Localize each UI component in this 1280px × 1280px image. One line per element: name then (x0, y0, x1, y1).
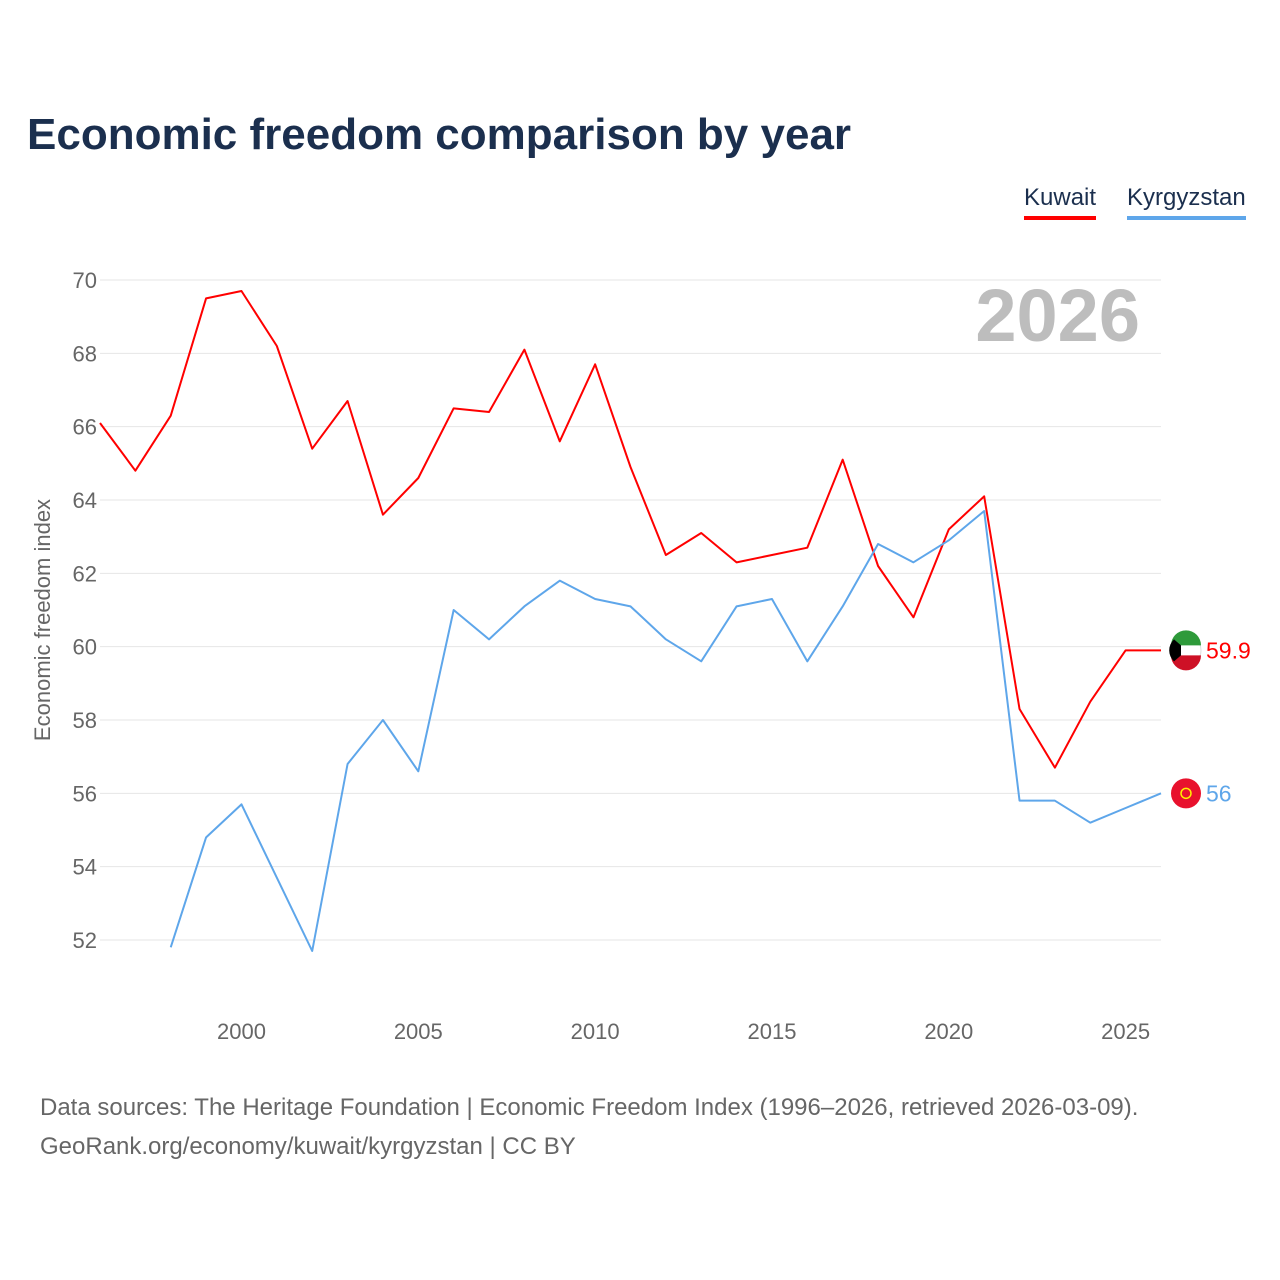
y-tick-label: 66 (73, 415, 97, 440)
series-line-kyrgyzstan (169, 510, 1162, 952)
y-tick-label: 58 (73, 708, 97, 733)
source-text: Data sources: The Heritage Foundation | … (40, 1094, 1139, 1121)
x-tick-label: 2005 (394, 1019, 443, 1044)
y-tick-label: 54 (73, 855, 97, 880)
x-tick-label: 2025 (1101, 1019, 1150, 1044)
x-tick-label: 2000 (217, 1019, 266, 1044)
y-tick-label: 62 (73, 561, 97, 586)
chart-title: Economic freedom comparison by year (27, 110, 852, 159)
x-tick-label: 2020 (924, 1019, 973, 1044)
legend-kuwait[interactable]: Kuwait (1024, 184, 1097, 220)
year-watermark: 2026 (975, 274, 1140, 357)
kyrgyzstan-flag-icon (1171, 778, 1201, 809)
y-axis-label: Economic freedom index (30, 499, 55, 741)
y-tick-label: 60 (73, 635, 97, 660)
y-tick-label: 70 (73, 268, 97, 293)
x-tick-label: 2015 (747, 1019, 796, 1044)
x-tick-label: 2010 (571, 1019, 620, 1044)
series-line-kuwait (99, 290, 1161, 769)
kuwait-flag-red (1171, 655, 1201, 671)
end-label-kyrgyzstan: 56 (1206, 780, 1232, 806)
y-tick-label: 68 (73, 341, 97, 366)
kyrgyzstan-flag-sun (1180, 787, 1192, 800)
footer: Data sources: The Heritage Foundation | … (40, 1088, 1138, 1166)
y-tick-label: 64 (73, 488, 97, 513)
source-link[interactable]: GeoRank.org/economy/kuwait/kyrgyzstan | … (40, 1133, 576, 1160)
kuwait-flag-green (1171, 630, 1201, 646)
legend-kyrgyzstan[interactable]: Kyrgyzstan (1127, 184, 1246, 220)
end-label-kuwait: 59.9 (1206, 637, 1251, 663)
y-tick-label: 52 (73, 928, 97, 953)
y-tick-label: 56 (73, 781, 97, 806)
kuwait-flag-black (1169, 639, 1181, 662)
